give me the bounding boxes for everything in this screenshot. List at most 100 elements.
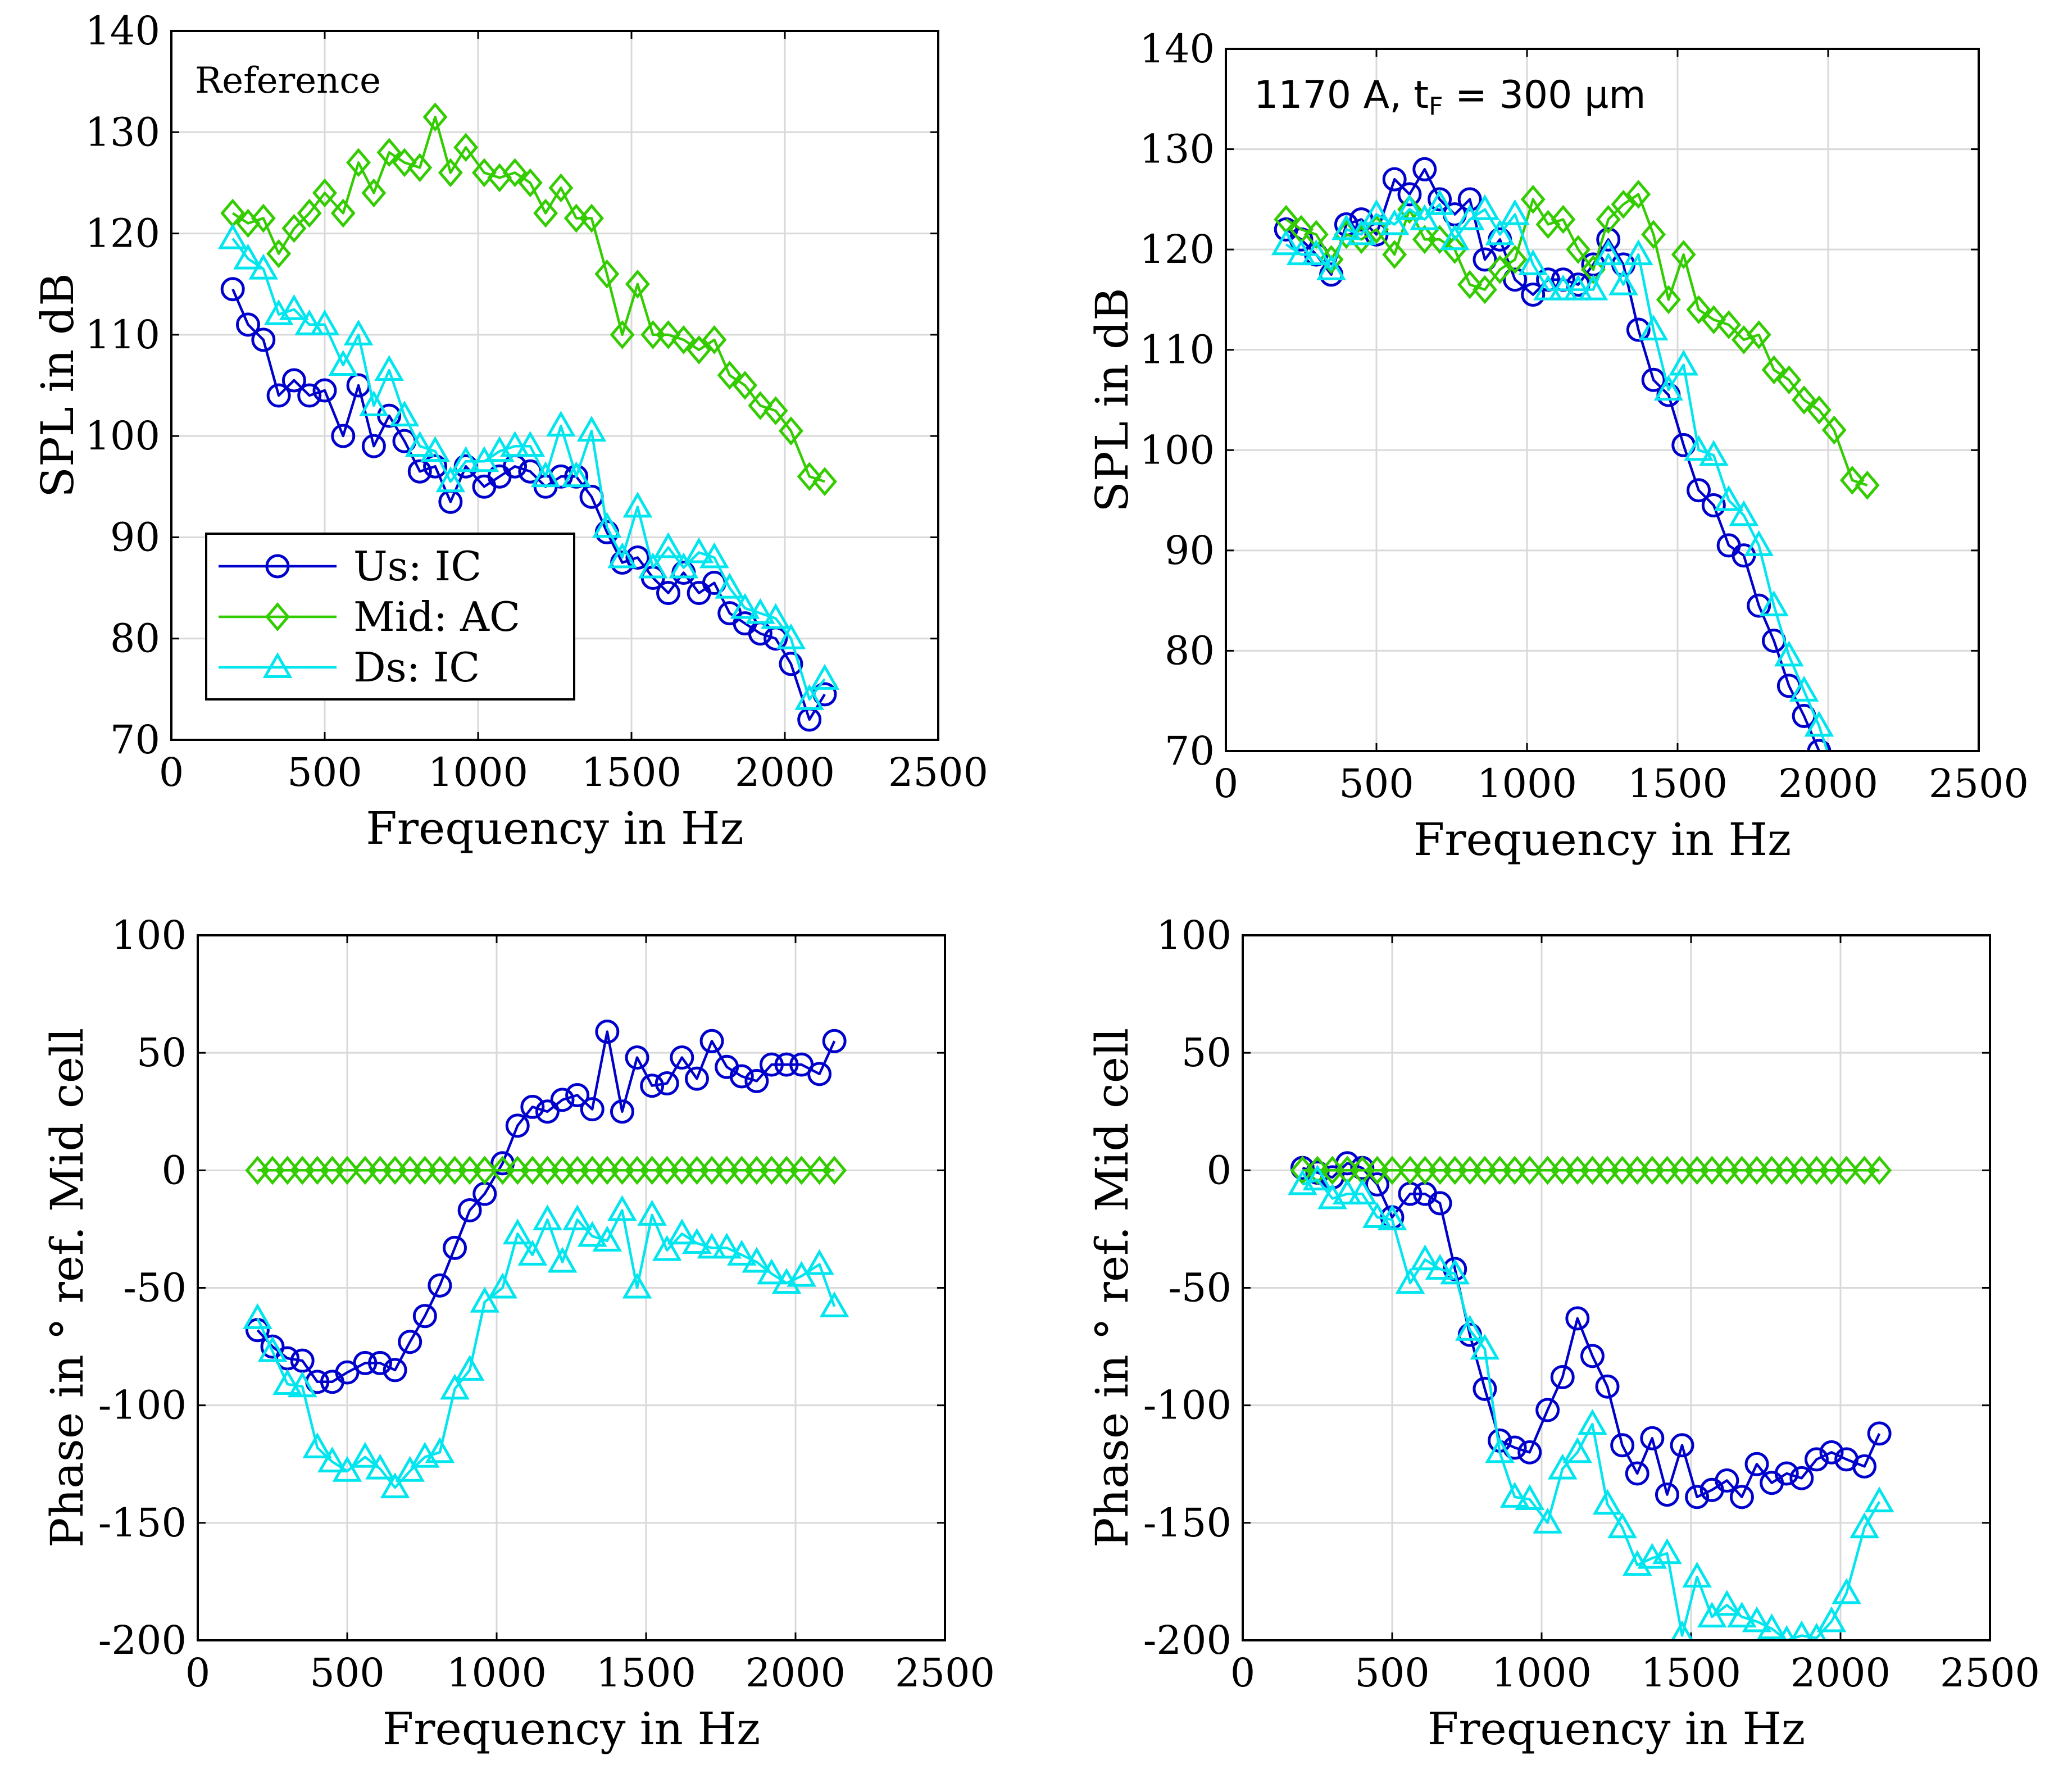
data-point-mid bbox=[1626, 180, 1651, 209]
data-point-mid bbox=[1746, 320, 1771, 349]
series-mid bbox=[245, 1156, 847, 1185]
data-point-ds bbox=[1302, 1165, 1333, 1191]
x-tick-label: 1500 bbox=[581, 749, 681, 795]
data-point-mid bbox=[1867, 1156, 1892, 1185]
data-point-us bbox=[1595, 1374, 1620, 1399]
data-point-us bbox=[443, 1235, 467, 1260]
axes-frame bbox=[1225, 48, 1980, 752]
data-point-us bbox=[1640, 1426, 1665, 1450]
data-point-ds bbox=[1410, 204, 1440, 230]
y-tick-label: 90 bbox=[110, 514, 160, 560]
x-tick-label: 2500 bbox=[888, 749, 988, 795]
data-point-us bbox=[1626, 317, 1651, 342]
data-point-ds bbox=[1593, 239, 1624, 266]
data-point-mid bbox=[1303, 220, 1329, 249]
data-point-us bbox=[774, 1052, 799, 1077]
series-us bbox=[1290, 1151, 1892, 1509]
data-point-mid bbox=[312, 178, 337, 208]
data-point-ds bbox=[1714, 485, 1744, 511]
data-point-us bbox=[1610, 1433, 1635, 1458]
x-tick-label: 1000 bbox=[428, 749, 528, 795]
data-point-us bbox=[383, 1358, 407, 1382]
data-point-mid bbox=[1427, 225, 1452, 254]
data-point-ds bbox=[1455, 1315, 1485, 1341]
data-point-ds bbox=[592, 1225, 622, 1252]
data-point-us bbox=[535, 1099, 560, 1124]
data-point-ds bbox=[1804, 711, 1834, 737]
data-point-mid bbox=[1472, 275, 1497, 304]
chart-panel-phase-reference: 0 500 1000 1500 2000 2500 -200 -150 -100 -50 0 50 10… bbox=[41, 912, 995, 1755]
data-point-mid bbox=[472, 1156, 497, 1185]
plot-area bbox=[1226, 49, 1979, 751]
data-point-ds bbox=[547, 1247, 578, 1273]
data-point-ds bbox=[1395, 1268, 1425, 1294]
data-point-ds bbox=[1864, 1486, 1894, 1513]
data-point-mid bbox=[392, 148, 417, 178]
y-tick-label: 50 bbox=[137, 1030, 187, 1076]
data-point-us bbox=[1428, 187, 1452, 212]
x-tick-label: 2500 bbox=[1929, 761, 2029, 807]
data-point-ds bbox=[257, 1336, 288, 1362]
x-tick-label: 500 bbox=[287, 749, 362, 795]
data-point-mid bbox=[1806, 395, 1832, 425]
data-point-mid bbox=[1580, 254, 1606, 284]
data-point-ds bbox=[533, 1204, 562, 1231]
data-point-us bbox=[423, 454, 448, 479]
data-point-ds bbox=[637, 1199, 667, 1226]
data-point-us bbox=[1807, 739, 1832, 751]
x-tick-label: 2500 bbox=[1940, 1650, 2040, 1696]
data-point-ds bbox=[1470, 194, 1500, 220]
data-point-ds bbox=[546, 411, 576, 437]
data-point-ds bbox=[1394, 194, 1425, 220]
data-point-us bbox=[670, 1045, 694, 1070]
data-point-mid bbox=[625, 269, 650, 299]
data-point-mid bbox=[346, 148, 371, 178]
data-point-ds bbox=[435, 466, 466, 493]
data-point-ds bbox=[1301, 239, 1331, 266]
data-point-us bbox=[640, 1074, 665, 1098]
data-point-us bbox=[1747, 593, 1771, 618]
panel-annotation: 1170 A, tF = 300 µm bbox=[1254, 73, 1646, 121]
data-point-us bbox=[398, 1330, 422, 1354]
data-point-us bbox=[822, 1029, 847, 1053]
data-point-ds bbox=[1684, 435, 1714, 461]
data-point-ds bbox=[517, 1239, 548, 1266]
data-point-ds bbox=[742, 1247, 772, 1273]
data-point-us bbox=[779, 652, 803, 676]
data-point-mid bbox=[733, 371, 758, 400]
x-tick-label: 500 bbox=[1355, 1650, 1430, 1696]
data-point-us bbox=[236, 312, 260, 337]
legend-label-ds: Ds: IC bbox=[353, 644, 480, 691]
x-axis-label: Frequency in Hz bbox=[1414, 813, 1792, 866]
data-point-ds bbox=[669, 552, 699, 579]
data-point-ds bbox=[652, 1235, 682, 1261]
y-tick-label: -150 bbox=[98, 1500, 187, 1546]
y-axis-label: Phase in ° ref. Mid cell bbox=[1086, 1028, 1138, 1548]
y-tick-label: 0 bbox=[161, 1147, 187, 1193]
data-point-mid bbox=[453, 133, 479, 162]
data-point-us bbox=[1397, 182, 1422, 207]
data-point-ds bbox=[1361, 199, 1392, 225]
data-point-ds bbox=[1806, 1622, 1827, 1640]
data-point-us bbox=[297, 383, 322, 408]
data-point-ds bbox=[1759, 590, 1789, 617]
data-point-ds bbox=[1652, 1538, 1682, 1564]
y-tick-label: 100 bbox=[1139, 427, 1215, 473]
data-point-mid bbox=[1776, 365, 1802, 395]
data-point-ds bbox=[1316, 254, 1346, 280]
data-point-ds bbox=[1440, 224, 1470, 251]
data-point-mid bbox=[297, 198, 322, 228]
y-tick-label: -200 bbox=[98, 1617, 187, 1663]
data-point-ds bbox=[1789, 675, 1819, 702]
data-point-ds bbox=[1533, 274, 1563, 301]
chart-panel-phase-1170a: 0 500 1000 1500 2000 2500 -200 -150 -100 -50 0 50 10… bbox=[1086, 912, 2040, 1755]
data-point-mid bbox=[471, 158, 497, 188]
series-line-mid bbox=[1285, 193, 1868, 486]
data-point-ds bbox=[562, 1204, 592, 1231]
data-point-mid bbox=[1596, 204, 1621, 234]
x-axis-label: Frequency in Hz bbox=[383, 1703, 761, 1755]
data-point-ds bbox=[332, 1456, 362, 1482]
legend-marker-us bbox=[265, 554, 290, 579]
x-axis-label: Frequency in Hz bbox=[1428, 1703, 1806, 1755]
x-tick-label: 0 bbox=[1214, 761, 1239, 807]
